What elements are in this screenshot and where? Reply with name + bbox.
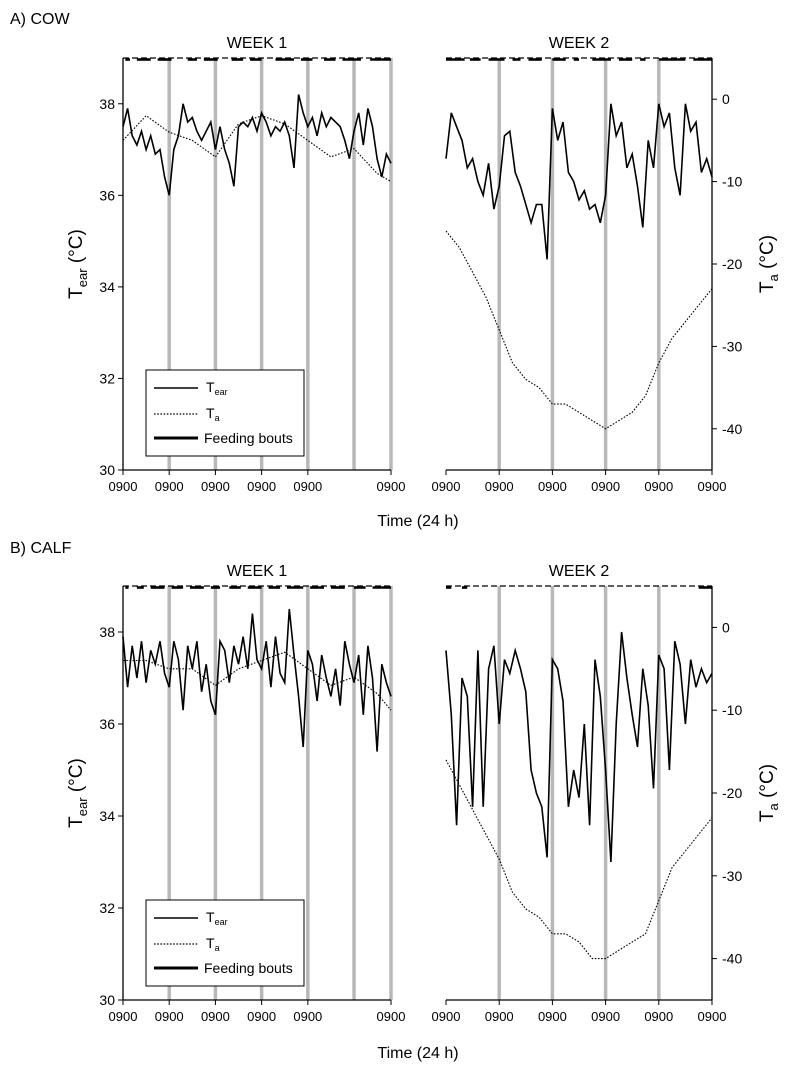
y-tick-label-right: -30 <box>722 338 742 354</box>
y-axis-title-unit: (°C) <box>757 764 778 803</box>
x-tick-label: 0900 <box>155 479 184 494</box>
y-axis-title-right: Ta (°C) <box>757 235 781 293</box>
x-tick-label: 0900 <box>591 1009 620 1024</box>
series-tear-line <box>445 103 713 260</box>
x-tick-label: 0900 <box>432 1009 461 1024</box>
legend-label-sub: a <box>215 413 220 423</box>
y-tick-label-right: 0 <box>722 619 730 635</box>
x-tick-label: 0900 <box>377 1009 406 1024</box>
y-axis-title-sub: ear <box>75 797 90 816</box>
week-2: WEEK 2 0900 0900 0900 0900 0900 0900 <box>432 35 727 494</box>
legend-label-tear: Tear <box>206 909 228 927</box>
x-axis-title: Time (24 h) <box>377 1045 458 1062</box>
y-axis-title-sub: a <box>766 273 781 281</box>
y-tick-label-left: 34 <box>99 279 115 295</box>
y-tick-label-left: 32 <box>99 370 115 386</box>
y-axis-title-sub: a <box>766 802 781 810</box>
y-axis-title-unit: (°C) <box>66 758 87 797</box>
week-title: WEEK 1 <box>227 35 288 52</box>
x-tick-label: 0900 <box>293 479 322 494</box>
legend-label-feeding: Feeding bouts <box>204 430 293 446</box>
x-tick-label: 0900 <box>155 1009 184 1024</box>
legend-label-sub: ear <box>215 917 228 927</box>
legend-label-main: T <box>206 909 215 925</box>
series-ta-line <box>445 230 713 430</box>
y-axis-title-right: Ta (°C) <box>757 764 781 822</box>
week-title: WEEK 2 <box>549 35 610 52</box>
y-axis-title-main: T <box>757 281 778 293</box>
x-tick-label: 0900 <box>485 1009 514 1024</box>
y-axis-title-left: Tear (°C) <box>66 758 90 828</box>
week-title: WEEK 1 <box>227 563 288 580</box>
legend-label-main: T <box>206 935 215 951</box>
y-tick-label-left: 36 <box>99 716 115 732</box>
y-tick-label-left: 30 <box>99 462 115 478</box>
x-tick-label: 0900 <box>247 479 276 494</box>
series-tear-line <box>122 94 392 196</box>
x-tick-label: 0900 <box>538 479 567 494</box>
legend-label-main: T <box>206 405 215 421</box>
y-axis-title-unit: (°C) <box>757 235 778 274</box>
series-tear-line <box>122 608 392 752</box>
y-tick-label-right: -40 <box>722 421 742 437</box>
legend-label-feeding: Feeding bouts <box>204 960 293 976</box>
legend-label-sub: ear <box>215 387 228 397</box>
y-axis-title-main: T <box>66 287 87 299</box>
x-tick-label: 0900 <box>432 479 461 494</box>
panel-label: A) COW <box>10 11 70 28</box>
y-axis-title-sub: ear <box>75 268 90 287</box>
legend-box <box>145 369 305 457</box>
y-tick-label-left: 34 <box>99 808 115 824</box>
x-tick-label: 0900 <box>538 1009 567 1024</box>
legend-label-tear: Tear <box>206 379 228 397</box>
week-2: WEEK 2 0900 0900 0900 0900 0900 0900 <box>432 563 727 1024</box>
y-tick-label-right: 0 <box>722 91 730 107</box>
y-tick-label-right: -10 <box>722 174 742 190</box>
x-tick-label: 0900 <box>293 1009 322 1024</box>
y-axis-title-main: T <box>66 816 87 828</box>
y-axis-title-main: T <box>757 810 778 822</box>
y-tick-label-right: -30 <box>722 868 742 884</box>
y-tick-label-right: -20 <box>722 256 742 272</box>
x-tick-label: 0900 <box>109 479 138 494</box>
x-tick-label: 0900 <box>247 1009 276 1024</box>
x-tick-label: 0900 <box>201 1009 230 1024</box>
x-tick-label: 0900 <box>698 479 727 494</box>
x-tick-label: 0900 <box>109 1009 138 1024</box>
x-tick-label: 0900 <box>698 1009 727 1024</box>
week-1: WEEK 1 0900 0900 0900 0900 0900 0900 <box>109 563 406 1024</box>
y-tick-label-left: 36 <box>99 187 115 203</box>
x-tick-label: 0900 <box>644 479 673 494</box>
legend-box <box>145 899 305 987</box>
x-tick-label: 0900 <box>485 479 514 494</box>
panel-label: B) CALF <box>10 540 72 557</box>
legend-label-sub: a <box>215 943 220 953</box>
series-tear-line <box>445 631 713 863</box>
y-tick-label-left: 38 <box>99 96 115 112</box>
y-tick-label-right: -40 <box>722 951 742 967</box>
week-title: WEEK 2 <box>549 563 610 580</box>
y-tick-label-left: 30 <box>99 992 115 1008</box>
x-tick-label: 0900 <box>201 479 230 494</box>
x-tick-label: 0900 <box>591 479 620 494</box>
series-ta-line <box>445 759 713 960</box>
series-ta-line <box>122 114 392 183</box>
y-axis-title-left: Tear (°C) <box>66 229 90 299</box>
y-axis-title-unit: (°C) <box>66 229 87 268</box>
legend-label-ta: Ta <box>206 935 220 953</box>
y-tick-label-right: -20 <box>722 785 742 801</box>
x-tick-label: 0900 <box>644 1009 673 1024</box>
x-axis-title: Time (24 h) <box>377 513 458 530</box>
y-tick-label-left: 32 <box>99 900 115 916</box>
y-tick-label-left: 38 <box>99 624 115 640</box>
legend-label-ta: Ta <box>206 405 220 423</box>
legend-label-main: T <box>206 379 215 395</box>
y-tick-label-right: -10 <box>722 702 742 718</box>
x-tick-label: 0900 <box>377 479 406 494</box>
